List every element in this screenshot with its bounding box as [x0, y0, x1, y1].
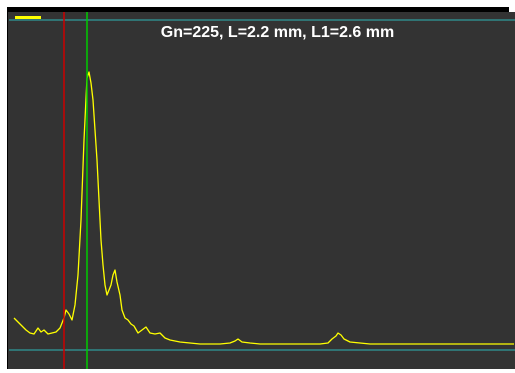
- measurement-readout-container: Gn=225, L=2.2 mm, L1=2.6 mm: [0, 23, 515, 43]
- scope-plot-area[interactable]: [8, 12, 515, 369]
- measurement-readout: Gn=225, L=2.2 mm, L1=2.6 mm: [160, 24, 395, 41]
- signal-trace: [13, 71, 514, 345]
- status-indicator: [15, 16, 41, 19]
